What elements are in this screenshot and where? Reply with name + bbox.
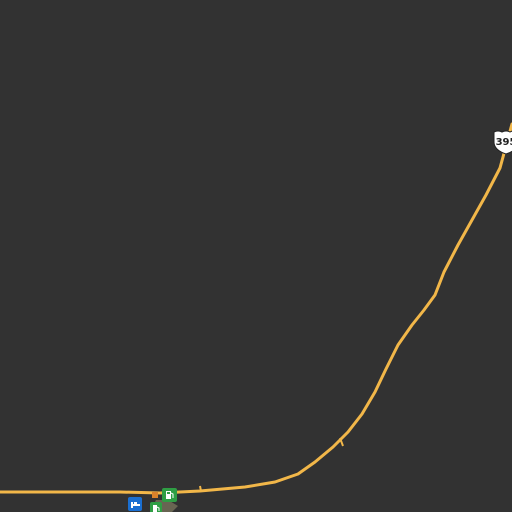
us-route-shield-icon[interactable]: 395 xyxy=(493,130,512,155)
fuel-pump-icon[interactable] xyxy=(150,502,162,512)
route-number: 395 xyxy=(496,137,512,148)
side-road xyxy=(339,437,344,447)
highway-road[interactable] xyxy=(0,122,512,495)
poi-marker xyxy=(152,492,158,498)
bed-icon[interactable] xyxy=(128,497,142,511)
side-road xyxy=(199,485,202,492)
fuel-pump-icon[interactable] xyxy=(162,488,177,502)
